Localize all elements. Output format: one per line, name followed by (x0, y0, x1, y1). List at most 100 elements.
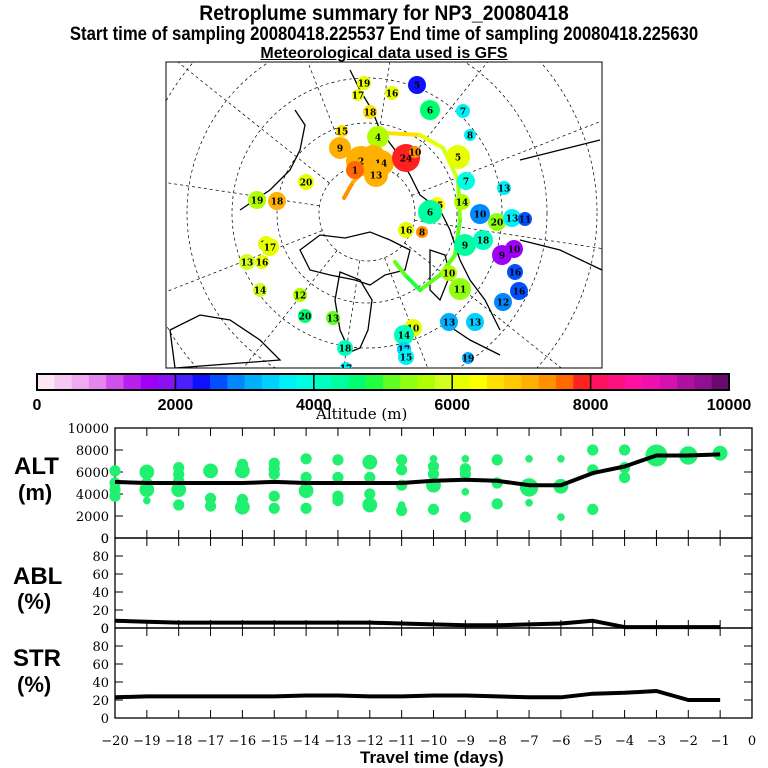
colorbar-swatch (71, 374, 90, 390)
cluster-marker-label: 19 (358, 80, 371, 90)
cluster-marker (441, 265, 457, 281)
colorbar-swatch (677, 374, 695, 390)
panel-frame (114, 627, 753, 719)
colorbar-swatch (140, 374, 159, 390)
cluster-marker (446, 145, 470, 169)
altitude-cluster-point (109, 465, 121, 477)
panel-alt: 0 2000 4000 6000 8000 10000 (68, 422, 753, 547)
stratosphere-fraction-line (114, 689, 721, 702)
cluster-marker (367, 126, 389, 148)
x-tick-label: −17 (197, 734, 224, 749)
x-tick-label: −6 (551, 734, 570, 749)
altitude-cluster-point (332, 454, 344, 466)
colorbar-swatch (279, 374, 297, 390)
colorbar-swatch (210, 374, 228, 390)
mean-altitude-line (114, 452, 721, 488)
cluster-marker-label: 4 (375, 134, 381, 144)
colorbar-swatch (123, 374, 142, 390)
cluster-marker (505, 240, 523, 258)
mean-track-segment (383, 131, 422, 137)
x-tick-label: −1 (711, 734, 730, 749)
mean-track-segment (418, 133, 445, 150)
cluster-marker-label: 10 (508, 246, 521, 256)
cluster-marker-label: 16 (256, 259, 269, 269)
colorbar-swatch (106, 374, 124, 390)
cluster-marker (398, 349, 414, 365)
cluster-marker-label: 5 (455, 154, 461, 164)
y-tick-label: 4000 (76, 488, 109, 503)
x-tick-label: −13 (324, 734, 351, 749)
y-tick-label: 40 (92, 676, 109, 691)
altitude-cluster-point (557, 455, 565, 463)
colorbar-swatch (313, 374, 332, 390)
colorbar-swatch (37, 374, 55, 390)
cluster-marker (398, 222, 414, 238)
cluster-marker-label: 10 (407, 325, 420, 335)
colorbar-swatch (607, 374, 626, 390)
cluster-marker (239, 254, 255, 270)
y-tick-label: 20 (92, 604, 109, 619)
cluster-marker (440, 313, 458, 331)
altitude-cluster-point (427, 503, 440, 515)
cluster-marker-label: 20 (491, 219, 504, 229)
cluster-marker (337, 340, 353, 356)
latitude-circle (166, 62, 598, 368)
altitude-cluster-point (459, 468, 471, 480)
y-tick-label: 60 (92, 568, 109, 583)
altitude-cluster-point (300, 502, 312, 514)
colorbar-swatch (538, 374, 557, 390)
colorbar-swatch (486, 374, 505, 390)
cluster-marker-label: 11 (454, 286, 467, 296)
cluster-marker-label: 11 (519, 216, 532, 226)
altitude-cluster-point (143, 496, 151, 505)
str-panel-units: (%) (17, 672, 52, 697)
cluster-marker-label: 13 (370, 172, 383, 182)
colorbar-swatch (659, 374, 678, 390)
colorbar-swatch (573, 374, 592, 390)
mean-track-segment (342, 180, 355, 200)
y-tick-label: 0 (101, 712, 109, 727)
cluster-marker-label: 14 (254, 287, 267, 297)
latitude-circle (186, 62, 548, 368)
latitude-circle (318, 164, 416, 262)
altitude-cluster-point (427, 460, 440, 473)
altitude-cluster-point (139, 464, 155, 480)
colorbar-swatch (261, 374, 280, 390)
colorbar-swatch (175, 374, 194, 390)
altitude-cluster-point (204, 500, 217, 512)
x-tick-label: −4 (615, 734, 634, 749)
altitude-cluster-point (491, 454, 503, 466)
x-tick-label: −5 (583, 734, 602, 749)
colorbar-swatch (227, 374, 246, 390)
altitude-cluster-point (171, 482, 187, 497)
cluster-marker (454, 234, 476, 256)
met-data-note: Meteorological data used is GFS (260, 45, 508, 62)
cluster-marker-label: 6 (427, 107, 433, 117)
colorbar-swatch (694, 374, 713, 390)
cluster-marker-label: 13 (469, 319, 482, 329)
cluster-marker (420, 100, 440, 120)
cluster-marker (352, 89, 364, 101)
x-tick-label: −20 (101, 734, 128, 749)
x-tick-label: −18 (165, 734, 192, 749)
x-tick-label: −7 (519, 734, 538, 749)
cluster-marker (364, 163, 388, 187)
colorbar-swatch (504, 374, 522, 390)
latitude-circle (276, 122, 458, 304)
altitude-cluster-point (204, 492, 217, 504)
cluster-marker-label: 17 (340, 365, 353, 375)
colorbar-tick-label: 2000 (158, 397, 194, 414)
cluster-marker (416, 226, 428, 238)
altitude-cluster-point (235, 463, 250, 479)
colorbar-swatch (54, 374, 73, 390)
cluster-marker-label: 10 (443, 270, 456, 280)
cluster-marker (261, 238, 279, 256)
cluster-marker (409, 146, 421, 158)
cluster-marker-label: 16 (400, 227, 413, 237)
cluster-marker (326, 311, 340, 325)
meridian-line (384, 257, 429, 368)
sampling-times: Start time of sampling 20080418.225537 E… (69, 24, 699, 45)
altitude-cluster-point (427, 468, 440, 480)
cluster-marker-label: 8 (467, 132, 473, 142)
y-tick-label: 6000 (76, 466, 109, 481)
